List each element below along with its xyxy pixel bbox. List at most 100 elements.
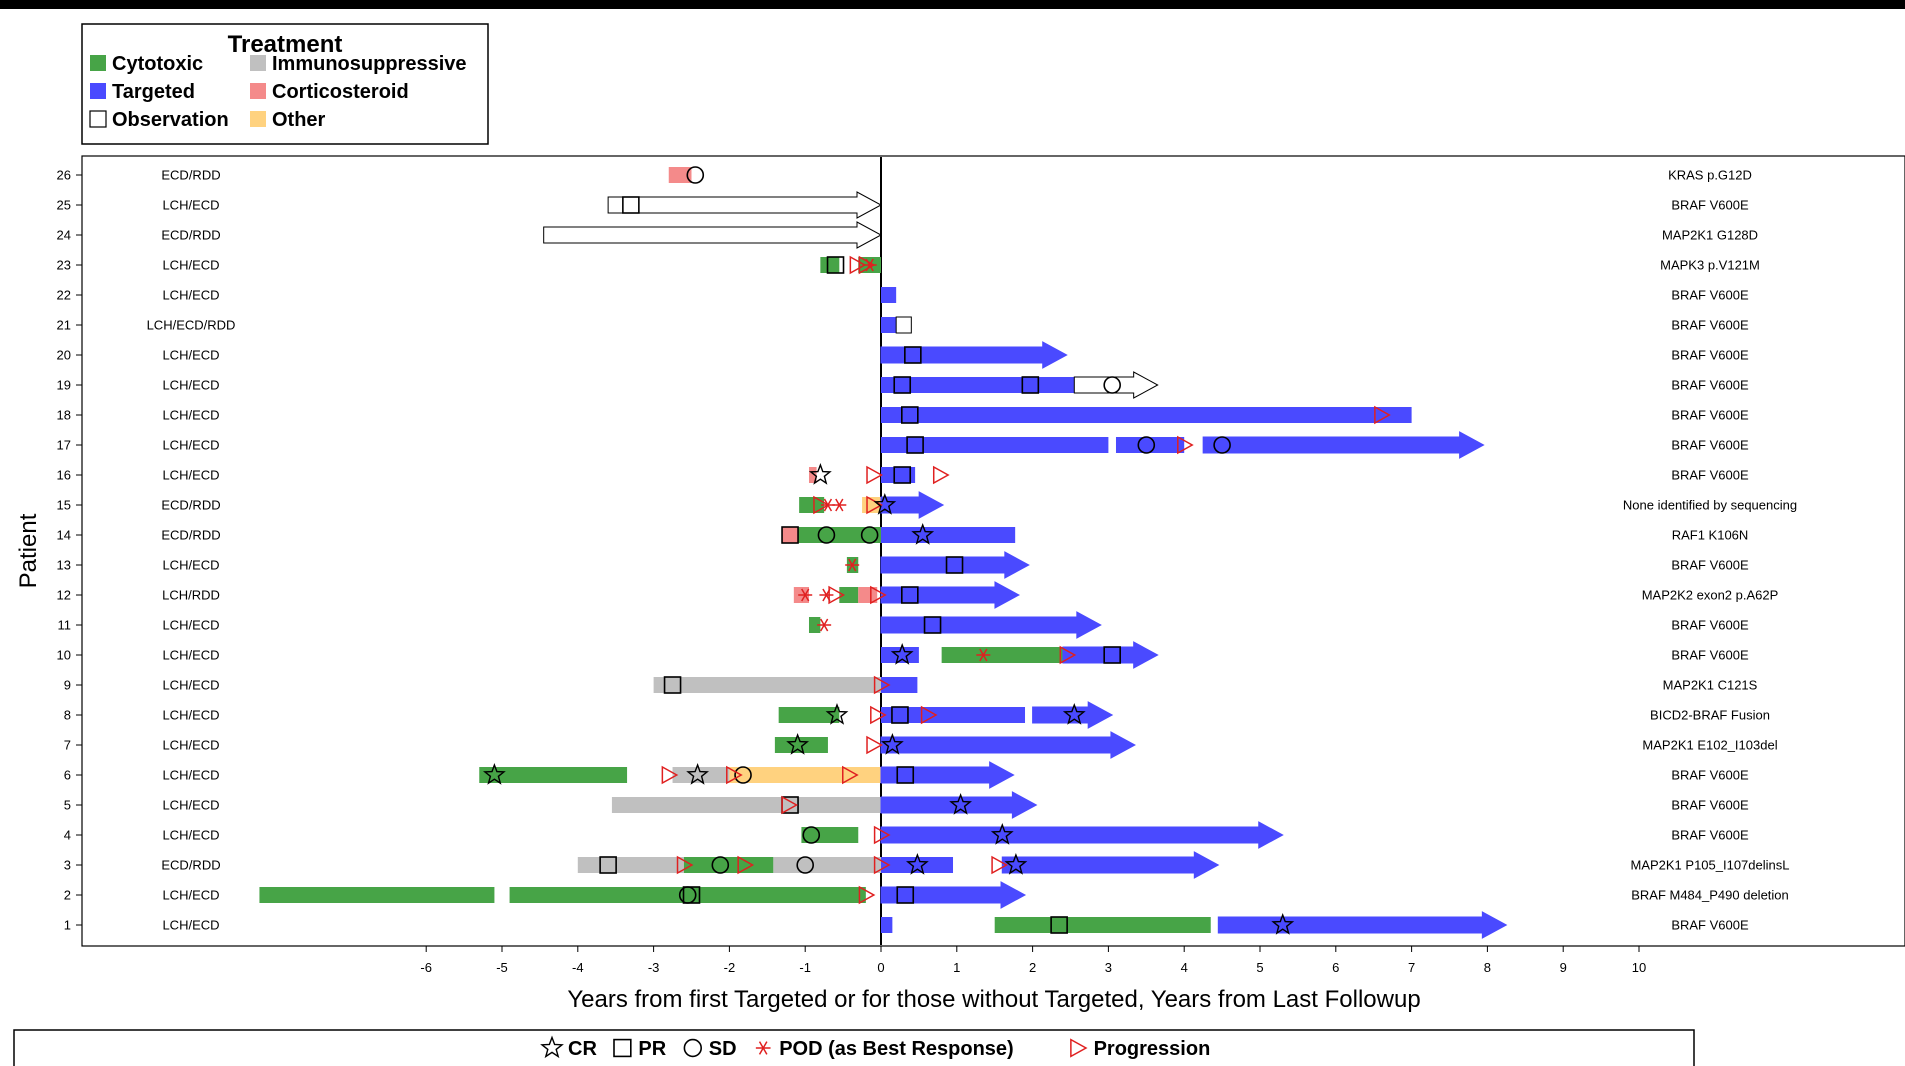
progression-triangle-marker [858, 885, 876, 905]
progression-triangle-marker [828, 585, 846, 605]
diagnosis-label: LCH/RDD [162, 588, 220, 603]
sd-circle-marker [686, 166, 705, 184]
x-tick-label: -1 [799, 960, 811, 975]
treatment-bar-cytotoxic [509, 887, 866, 903]
x-tick-label: 6 [1332, 960, 1339, 975]
patient-row: 13 LCH/ECD BRAF V600E [57, 551, 1749, 579]
pod-asterisk-marker [798, 588, 813, 602]
treatment-bar-targeted [1062, 641, 1159, 669]
treatment-bar-targeted [1032, 701, 1114, 729]
treatment-legend-items: Cytotoxic Immunosuppressive Targeted Cortic… [89, 53, 467, 131]
progression-triangle-marker [991, 855, 1009, 875]
treatment-bar-immunosuppressive [653, 677, 881, 693]
diagnosis-label: LCH/ECD [162, 288, 219, 303]
pr-square-marker [906, 436, 924, 454]
cr-star-marker [540, 1035, 564, 1059]
diagnosis-label: ECD/RDD [161, 228, 220, 243]
mutation-label: BRAF V600E [1671, 438, 1749, 453]
treatment-legend-frame [81, 23, 489, 145]
treatment-bar-targeted [880, 341, 1068, 369]
treatment-bar-targeted [880, 731, 1136, 759]
treatment-bar-targeted [881, 677, 918, 693]
mutation-label: BRAF V600E [1671, 798, 1749, 813]
patient-id-label: 15 [57, 498, 71, 513]
treatment-bar-corticosteroid [668, 167, 692, 183]
treatment-bar-targeted [881, 857, 954, 873]
mutation-label: BRAF V600E [1671, 468, 1749, 483]
pod-asterisk-stroke [848, 558, 857, 572]
patient-row: 7 LCH/ECD MAP2K1 E102_I103del [64, 731, 1778, 759]
progression-triangle-marker [866, 735, 883, 755]
patient-row: 8 LCH/ECD BICD2-BRAF Fusion [64, 701, 1770, 729]
plot-frame [81, 155, 1905, 947]
diagnosis-label: ECD/RDD [161, 528, 220, 543]
patient-id-label: 25 [57, 198, 71, 213]
patient-id-label: 8 [64, 708, 71, 723]
patient-row: 10 LCH/ECD BRAF V600E [57, 641, 1749, 669]
patient-row: 2 LCH/ECD BRAF M484_P490 deletion [64, 881, 1789, 909]
treatment-bar-targeted [880, 551, 1030, 579]
diagnosis-label: LCH/ECD [162, 378, 219, 393]
sd-circle-marker [860, 526, 879, 544]
mutation-label: BRAF V600E [1671, 408, 1749, 423]
pr-square-marker [896, 766, 915, 784]
progression-triangle-marker [873, 675, 891, 695]
x-tick-label: 10 [1632, 960, 1646, 975]
pr-square-marker [1050, 916, 1068, 934]
legend-label-observation: Observation [112, 109, 229, 131]
legend-swatch-targeted [90, 83, 106, 99]
treatment-bar-cytotoxic [259, 887, 495, 903]
diagnosis-label: LCH/ECD [162, 738, 219, 753]
patient-row: 24 ECD/RDD MAP2K1 G128D [57, 221, 1758, 249]
response-legend-frame [13, 1029, 1695, 1066]
progression-triangle-marker [870, 585, 887, 605]
sd-circle-marker [734, 766, 752, 784]
mutation-label: BRAF V600E [1671, 288, 1749, 303]
pr-square-marker [901, 406, 919, 424]
treatment-bar-cytotoxic [797, 527, 881, 543]
treatment-bar-targeted [881, 287, 897, 303]
x-tick-label: -3 [648, 960, 660, 975]
pr-square-marker [945, 556, 964, 574]
cr-star-marker [808, 462, 832, 485]
pod-asterisk-stroke [820, 618, 829, 632]
x-tick-label: 1 [953, 960, 960, 975]
x-tick-label: 5 [1256, 960, 1263, 975]
diagnosis-label: LCH/ECD [162, 468, 219, 483]
cr-star-marker [1062, 703, 1086, 725]
response-legend-label: CR [568, 1038, 597, 1060]
mutation-label: BRAF V600E [1671, 318, 1749, 333]
treatment-bar-cytotoxic [799, 497, 825, 513]
patient-row: 25 LCH/ECD BRAF V600E [57, 191, 1749, 219]
treatment-bar-targeted [881, 647, 919, 663]
x-tick-label: -5 [496, 960, 508, 975]
sd-circle-marker [817, 526, 836, 544]
pr-square-marker [923, 616, 942, 634]
progression-triangle-marker [873, 825, 891, 845]
progression-triangle-marker [920, 705, 938, 725]
y-axis-title: Patient [15, 513, 42, 588]
progression-triangle-marker [1070, 1038, 1088, 1058]
legend-swatch-observation [89, 110, 107, 128]
diagnosis-label: ECD/RDD [161, 498, 220, 513]
treatment-bar-corticosteroid [808, 467, 817, 483]
treatment-bar-targeted [880, 791, 1038, 819]
patient-row: 21 LCH/ECD/RDD BRAF V600E [57, 316, 1749, 334]
legend-label-corticosteroid: Corticosteroid [272, 81, 409, 103]
pr-square-marker [896, 886, 915, 904]
treatment-bar-observation [607, 191, 883, 219]
mutation-label: BRAF V600E [1671, 768, 1749, 783]
mutation-label: MAPK3 p.V121M [1660, 258, 1760, 273]
legend-swatch-immunosuppressive [250, 55, 266, 71]
mutation-label: BRAF M484_P490 deletion [1631, 888, 1789, 903]
cr-star-marker [483, 762, 506, 785]
pr-square-marker [891, 706, 909, 724]
treatment-bar-targeted [1217, 911, 1508, 939]
pod-asterisk-marker [832, 498, 847, 512]
pr-square-marker [901, 586, 919, 604]
patient-row: 12 LCH/RDD MAP2K2 exon2 p.A62P [57, 581, 1778, 609]
pr-square-marker [599, 856, 617, 874]
patient-row: 19 LCH/ECD BRAF V600E [57, 371, 1749, 399]
mutation-label: BICD2-BRAF Fusion [1650, 708, 1770, 723]
patient-id-label: 20 [57, 348, 71, 363]
